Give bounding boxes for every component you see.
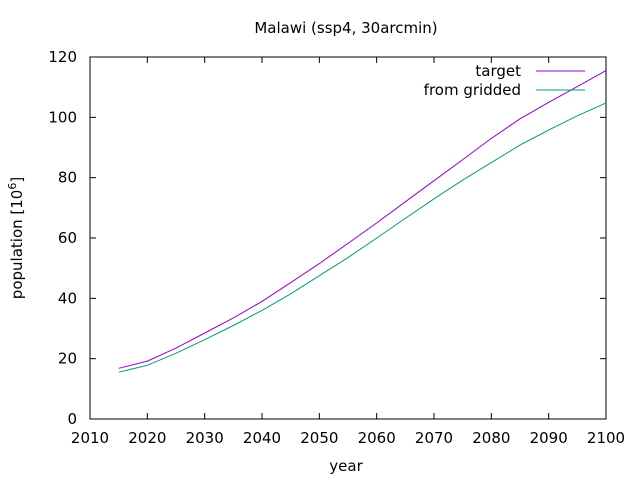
x-tick-label: 2020: [128, 429, 166, 447]
x-tick-label: 2060: [358, 429, 396, 447]
x-tick-label: 2010: [71, 429, 109, 447]
series-lines: [118, 70, 607, 373]
x-tick-label: 2090: [530, 429, 568, 447]
legend-label: target: [475, 62, 521, 80]
plot-frame: [89, 56, 607, 420]
series-line: [118, 70, 607, 369]
y-tick-label: 20: [58, 350, 77, 368]
legend-label: from gridded: [424, 81, 521, 99]
y-axis-label-end: ]: [8, 177, 26, 183]
series-line: [118, 102, 607, 373]
y-tick-label: 80: [58, 169, 77, 187]
x-tick-label: 2040: [243, 429, 281, 447]
y-tick-label: 100: [48, 108, 77, 126]
y-tick-label: 40: [58, 289, 77, 307]
y-axis-label: population [106]: [6, 177, 26, 299]
x-tick-label: 2050: [300, 429, 338, 447]
y-tick-label: 60: [58, 229, 77, 247]
y-axis: 0 20 40 60 80 100 120: [48, 48, 606, 428]
x-axis-label: year: [329, 457, 363, 475]
y-tick-label: 0: [67, 410, 77, 428]
y-axis-label-main: population [10: [8, 190, 26, 300]
x-tick-label: 2080: [472, 429, 510, 447]
chart-title: Malawi (ssp4, 30arcmin): [254, 19, 437, 37]
x-axis: 2010 2020 2030 2040 2050 2060 2070 2080 2090 2100: [71, 57, 625, 447]
x-tick-label: 2070: [415, 429, 453, 447]
x-tick-label: 2100: [587, 429, 625, 447]
y-tick-label: 120: [48, 48, 77, 66]
y-axis-label-superscript: 6: [6, 183, 19, 190]
x-tick-label: 2030: [186, 429, 224, 447]
